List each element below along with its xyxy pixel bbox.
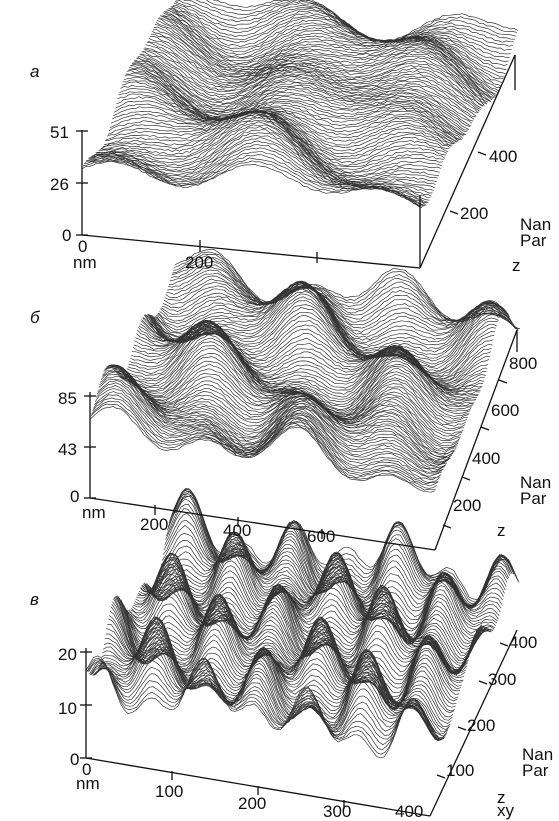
y-tick: 100 (446, 761, 475, 780)
x-tick: 400 (395, 802, 424, 821)
side-label: Par (522, 761, 549, 780)
y-tick: 800 (509, 354, 538, 373)
side-label: Par (520, 231, 547, 250)
x-tick: 400 (223, 521, 252, 540)
side-label: z (497, 788, 506, 807)
z-tick: 20 (58, 645, 77, 664)
side-label: z (497, 521, 506, 540)
side-label: xy (497, 801, 514, 820)
y-tick: 200 (460, 204, 489, 223)
x-tick: 300 (323, 802, 352, 821)
z-tick: 10 (58, 699, 77, 718)
afm-panel-c: в 20 10 0 0 nm 100 200 300 400 100 200 3… (0, 488, 559, 821)
side-label: Par (520, 489, 547, 508)
x-tick: 200 (238, 794, 267, 813)
z-tick: 43 (58, 440, 77, 459)
x-axis-unit: nm (76, 774, 100, 793)
y-tick: 200 (467, 716, 496, 735)
y-tick: 200 (453, 496, 482, 515)
afm-panel-b: б 85 43 0 nm 200 400 600 200 400 600 800… (0, 248, 559, 551)
z-tick: 85 (58, 389, 77, 408)
x-axis-unit: nm (82, 503, 106, 522)
side-label: Nan (520, 473, 552, 492)
z-tick: 0 (70, 750, 80, 769)
afm-surface-a (76, 0, 519, 269)
y-tick: 300 (488, 670, 517, 689)
x-tick: 0 (82, 760, 92, 779)
x-axis-unit: nm (73, 253, 97, 272)
afm-surface-b (84, 248, 521, 551)
z-tick: 0 (62, 226, 72, 245)
x-tick: 100 (155, 782, 184, 801)
panel-label: а (30, 62, 40, 81)
z-tick: 0 (70, 487, 80, 506)
panel-label: в (30, 590, 39, 609)
side-label: z (512, 256, 521, 275)
x-tick: 0 (78, 237, 88, 256)
x-tick: 600 (307, 527, 336, 546)
side-label: Nan (520, 215, 552, 234)
panel-label: б (30, 308, 40, 327)
y-tick: 400 (472, 449, 501, 468)
side-label: Nan (522, 745, 554, 764)
afm-surface-c (80, 488, 520, 817)
y-tick: 600 (491, 401, 520, 420)
afm-panel-a: а 51 26 0 0 nm 200 200 400 Nan Par z (0, 0, 559, 274)
x-tick: 200 (140, 515, 169, 534)
z-tick: 26 (50, 175, 69, 194)
z-tick: 51 (50, 123, 69, 142)
y-tick: 400 (509, 633, 538, 652)
y-tick: 400 (489, 147, 518, 166)
